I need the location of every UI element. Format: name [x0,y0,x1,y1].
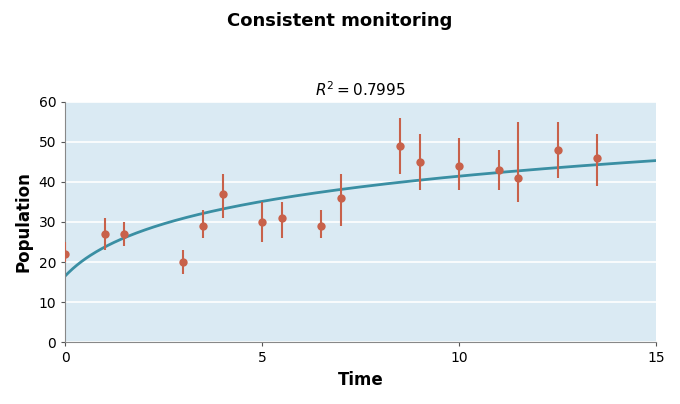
Y-axis label: Population: Population [15,172,33,272]
X-axis label: Time: Time [338,371,384,389]
Title: $R^2 = 0.7995$: $R^2 = 0.7995$ [316,80,406,99]
Text: Consistent monitoring: Consistent monitoring [227,12,453,30]
